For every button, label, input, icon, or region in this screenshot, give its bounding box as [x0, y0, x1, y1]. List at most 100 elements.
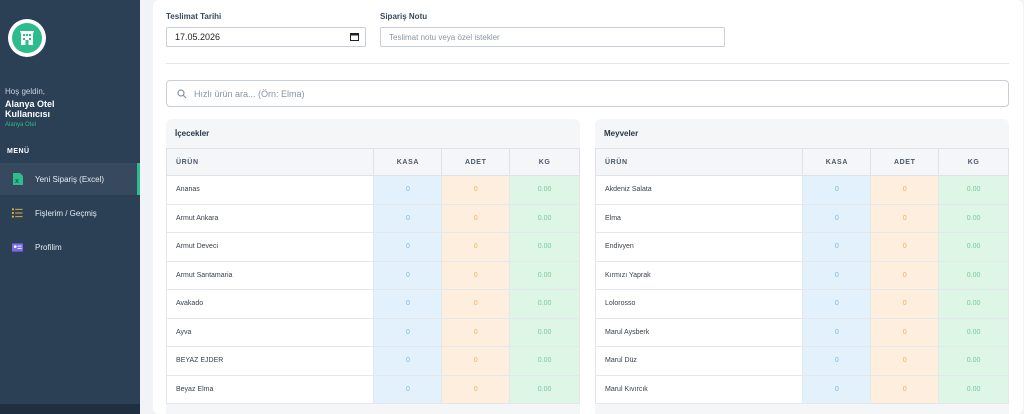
crate-qty-input[interactable]: 0: [802, 232, 872, 262]
product-name-cell: Akdeniz Salata: [595, 175, 804, 205]
kg-qty-input[interactable]: 0.00: [509, 346, 580, 376]
table-row: Endivyen 0 0 0.00: [595, 232, 1009, 262]
crate-qty-input[interactable]: 0: [373, 374, 443, 404]
product-search-input[interactable]: Hızlı ürün ara... (Örn: Elma): [166, 80, 1009, 107]
product-name-cell: Armut Ankara: [166, 203, 375, 233]
product-name-cell: Lolorosso: [595, 289, 804, 319]
crate-qty-input[interactable]: 0: [802, 374, 872, 404]
piece-qty-input[interactable]: 0: [870, 232, 940, 262]
sidebar-item-label: Profilim: [35, 242, 62, 252]
table-row: Elma 0 0 0.00: [595, 203, 1009, 233]
table-row: Marul Düz 0 0 0.00: [595, 346, 1009, 376]
kg-qty-input[interactable]: 0.00: [938, 175, 1009, 205]
kg-qty-input[interactable]: 0.00: [938, 260, 1009, 290]
welcome-text: Hoş geldin,: [5, 87, 46, 96]
crate-qty-input[interactable]: 0: [802, 260, 872, 290]
menu-heading: MENÜ: [7, 148, 30, 155]
column-header-product: ÜRÜN: [166, 148, 375, 176]
piece-qty-input[interactable]: 0: [870, 175, 940, 205]
panel-title: Meyveler: [604, 129, 639, 138]
order-form: Teslimat Tarihi 17.05.2026 Sipariş Notu …: [153, 0, 1023, 414]
delivery-date-input[interactable]: 17.05.2026: [166, 27, 366, 47]
kg-qty-input[interactable]: 0.00: [938, 289, 1009, 319]
crate-qty-input[interactable]: 0: [802, 289, 872, 319]
piece-qty-input[interactable]: 0: [870, 260, 940, 290]
crate-qty-input[interactable]: 0: [373, 232, 443, 262]
piece-qty-input[interactable]: 0: [441, 346, 511, 376]
table-row: Marul Aysberk 0 0 0.00: [595, 317, 1009, 347]
kg-qty-input[interactable]: 0.00: [938, 232, 1009, 262]
hotel-logo[interactable]: [8, 19, 46, 57]
piece-qty-input[interactable]: 0: [870, 374, 940, 404]
table-row: Lolorosso 0 0 0.00: [595, 289, 1009, 319]
search-placeholder: Hızlı ürün ara... (Örn: Elma): [194, 88, 305, 99]
crate-qty-input[interactable]: 0: [802, 203, 872, 233]
piece-qty-input[interactable]: 0: [441, 317, 511, 347]
table-row: Kırmızı Yaprak 0 0 0.00: [595, 260, 1009, 290]
column-header-crate: KASA: [802, 148, 872, 176]
category-panel-drinks: İçecekler ÜRÜN KASA ADET KG Ananas 0 0 0.00…: [166, 119, 580, 414]
piece-qty-input[interactable]: 0: [870, 346, 940, 376]
sidebar-item-receipts[interactable]: Fişlerim / Geçmiş: [0, 197, 140, 229]
kg-qty-input[interactable]: 0.00: [938, 346, 1009, 376]
crate-qty-input[interactable]: 0: [373, 346, 443, 376]
building-icon: [12, 23, 42, 53]
kg-qty-input[interactable]: 0.00: [509, 232, 580, 262]
kg-qty-input[interactable]: 0.00: [509, 374, 580, 404]
hotel-name: Alanya Otel: [5, 122, 37, 128]
order-note-input[interactable]: Teslimat notu veya özel istekler: [380, 27, 725, 47]
id-card-icon: [12, 242, 23, 253]
product-name-cell: Beyaz Elma: [166, 374, 375, 404]
column-header-crate: KASA: [373, 148, 443, 176]
piece-qty-input[interactable]: 0: [441, 374, 511, 404]
sidebar: Hoş geldin, Alanya Otel Kullanıcısı Alan…: [0, 0, 140, 414]
crate-qty-input[interactable]: 0: [373, 260, 443, 290]
crate-qty-input[interactable]: 0: [802, 175, 872, 205]
table-row: Akdeniz Salata 0 0 0.00: [595, 175, 1009, 205]
crate-qty-input[interactable]: 0: [373, 203, 443, 233]
kg-qty-input[interactable]: 0.00: [509, 289, 580, 319]
crate-qty-input[interactable]: 0: [373, 175, 443, 205]
delivery-date-label: Teslimat Tarihi: [166, 12, 222, 21]
sidebar-item-profile[interactable]: Profilim: [0, 231, 140, 263]
column-header-product: ÜRÜN: [595, 148, 804, 176]
table-row: Armut Ankara 0 0 0.00: [166, 203, 580, 233]
piece-qty-input[interactable]: 0: [441, 289, 511, 319]
kg-qty-input[interactable]: 0.00: [509, 317, 580, 347]
panel-title: İçecekler: [175, 129, 210, 138]
piece-qty-input[interactable]: 0: [441, 260, 511, 290]
kg-qty-input[interactable]: 0.00: [938, 374, 1009, 404]
crate-qty-input[interactable]: 0: [373, 317, 443, 347]
piece-qty-input[interactable]: 0: [870, 289, 940, 319]
crate-qty-input[interactable]: 0: [373, 289, 443, 319]
table-header: ÜRÜN KASA ADET KG: [166, 148, 580, 176]
kg-qty-input[interactable]: 0.00: [938, 317, 1009, 347]
table-row: Ananas 0 0 0.00: [166, 175, 580, 205]
piece-qty-input[interactable]: 0: [870, 203, 940, 233]
kg-qty-input[interactable]: 0.00: [509, 175, 580, 205]
piece-qty-input[interactable]: 0: [870, 317, 940, 347]
crate-qty-input[interactable]: 0: [802, 317, 872, 347]
column-header-piece: ADET: [441, 148, 511, 176]
crate-qty-input[interactable]: 0: [802, 346, 872, 376]
product-table: ÜRÜN KASA ADET KG Akdeniz Salata 0 0 0.00 El…: [595, 148, 1009, 404]
product-name-cell: Endivyen: [595, 232, 804, 262]
product-name-cell: Avakado: [166, 289, 375, 319]
table-row: Marul Kıvırcık 0 0 0.00: [595, 374, 1009, 404]
calendar-icon[interactable]: [350, 32, 359, 43]
piece-qty-input[interactable]: 0: [441, 232, 511, 262]
piece-qty-input[interactable]: 0: [441, 203, 511, 233]
product-name-cell: Ayva: [166, 317, 375, 347]
product-name-cell: Armut Deveci: [166, 232, 375, 262]
kg-qty-input[interactable]: 0.00: [509, 260, 580, 290]
column-header-kg: KG: [509, 148, 580, 176]
piece-qty-input[interactable]: 0: [441, 175, 511, 205]
order-note-label: Sipariş Notu: [380, 12, 428, 21]
search-icon: [177, 88, 187, 99]
kg-qty-input[interactable]: 0.00: [509, 203, 580, 233]
table-row: BEYAZ EJDER 0 0 0.00: [166, 346, 580, 376]
list-icon: [12, 208, 23, 219]
product-name-cell: Elma: [595, 203, 804, 233]
sidebar-item-new-order[interactable]: x Yeni Sipariş (Excel): [0, 163, 140, 195]
kg-qty-input[interactable]: 0.00: [938, 203, 1009, 233]
